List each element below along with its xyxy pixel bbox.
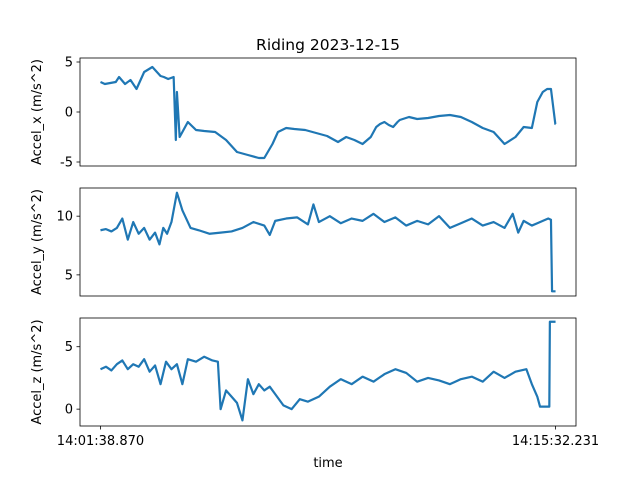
y-tick-label: 0	[65, 403, 73, 418]
y-tick-label: 0	[65, 106, 73, 121]
series-line-panel-3	[100, 320, 556, 422]
y-axis-label-panel-3: Accel_z (m/s^2)	[30, 319, 45, 424]
panels: -5 0 5 Accel_x (m/s^2) 5 10 Accel_y (m/s^2) 0 5 A…	[30, 56, 599, 450]
panel-1: -5 0 5 Accel_x (m/s^2)	[30, 56, 577, 171]
y-tick-label: -5	[60, 156, 73, 171]
axes-frame-panel-2	[79, 187, 577, 297]
series-line-panel-2	[100, 191, 556, 293]
y-axis-label-panel-1: Accel_x (m/s^2)	[30, 59, 45, 165]
x-tick-label: 14:15:32.231	[512, 434, 599, 449]
y-tick-label: 5	[65, 340, 73, 355]
y-axis-label-panel-2: Accel_y (m/s^2)	[30, 189, 45, 295]
y-tick-label: 10	[56, 210, 73, 225]
y-tick-label: 5	[65, 56, 73, 71]
axes-frame-panel-3	[79, 317, 577, 427]
x-tick-label: 14:01:38.870	[57, 434, 144, 449]
y-tick-label: 5	[65, 268, 73, 283]
x-axis-label: time	[313, 456, 342, 471]
series-line-panel-1	[100, 65, 557, 160]
panel-2: 5 10 Accel_y (m/s^2)	[30, 187, 577, 297]
chart-title: Riding 2023-12-15	[256, 36, 400, 54]
panel-3: 0 5 Accel_z (m/s^2)	[30, 317, 577, 427]
